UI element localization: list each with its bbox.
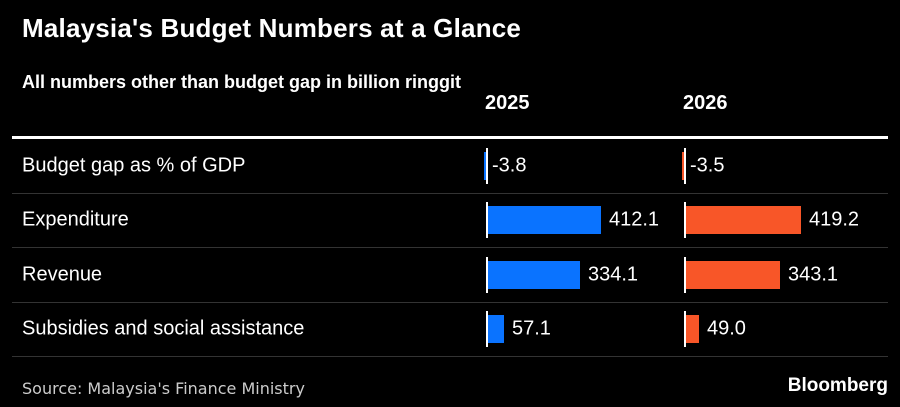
value-label: 343.1 bbox=[788, 263, 839, 286]
chart-row: Budget gap as % of GDP -3.8 -3.5 bbox=[12, 139, 888, 194]
value-label: -3.8 bbox=[492, 154, 527, 177]
value-label: 419.2 bbox=[809, 208, 860, 231]
column-header-2025: 2025 bbox=[485, 92, 530, 114]
chart-title: Malaysia's Budget Numbers at a Glance bbox=[22, 13, 522, 43]
value-label: 49.0 bbox=[707, 317, 746, 340]
bar-2025 bbox=[488, 260, 580, 289]
row-label: Subsidies and social assistance bbox=[22, 317, 305, 340]
axis-baseline bbox=[684, 311, 686, 348]
bar-2026 bbox=[686, 315, 699, 344]
chart-row: Subsidies and social assistance 57.1 49.0 bbox=[12, 303, 888, 357]
chart-rows: Budget gap as % of GDP -3.8 -3.5 Expenditur… bbox=[12, 139, 888, 357]
axis-baseline bbox=[486, 256, 488, 293]
row-label: Expenditure bbox=[22, 208, 129, 231]
chart-row: Expenditure 412.1 419.2 bbox=[12, 194, 888, 248]
axis-baseline bbox=[486, 147, 488, 184]
chart-subtitle: All numbers other than budget gap in bil… bbox=[22, 72, 461, 92]
value-label: 412.1 bbox=[609, 208, 660, 231]
chart-row: Revenue 334.1 343.1 bbox=[12, 248, 888, 303]
bar-2026 bbox=[686, 260, 780, 289]
axis-baseline bbox=[486, 311, 488, 348]
bloomberg-logo: Bloomberg bbox=[787, 375, 888, 396]
value-label: -3.5 bbox=[690, 154, 725, 177]
axis-baseline bbox=[486, 202, 488, 239]
row-label: Revenue bbox=[22, 263, 103, 286]
bar-2026 bbox=[682, 151, 684, 180]
bar-2025 bbox=[488, 315, 504, 344]
column-header-2026: 2026 bbox=[683, 92, 728, 114]
source-text: Source: Malaysia's Finance Ministry bbox=[22, 379, 305, 398]
value-label: 334.1 bbox=[588, 263, 639, 286]
bar-2025 bbox=[484, 151, 486, 180]
axis-baseline bbox=[684, 202, 686, 239]
row-label: Budget gap as % of GDP bbox=[22, 154, 246, 177]
axis-baseline bbox=[684, 147, 686, 184]
bar-2026 bbox=[686, 206, 801, 235]
axis-baseline bbox=[684, 256, 686, 293]
header-rule bbox=[12, 136, 888, 139]
bar-2025 bbox=[488, 206, 601, 235]
value-label: 57.1 bbox=[512, 317, 551, 340]
